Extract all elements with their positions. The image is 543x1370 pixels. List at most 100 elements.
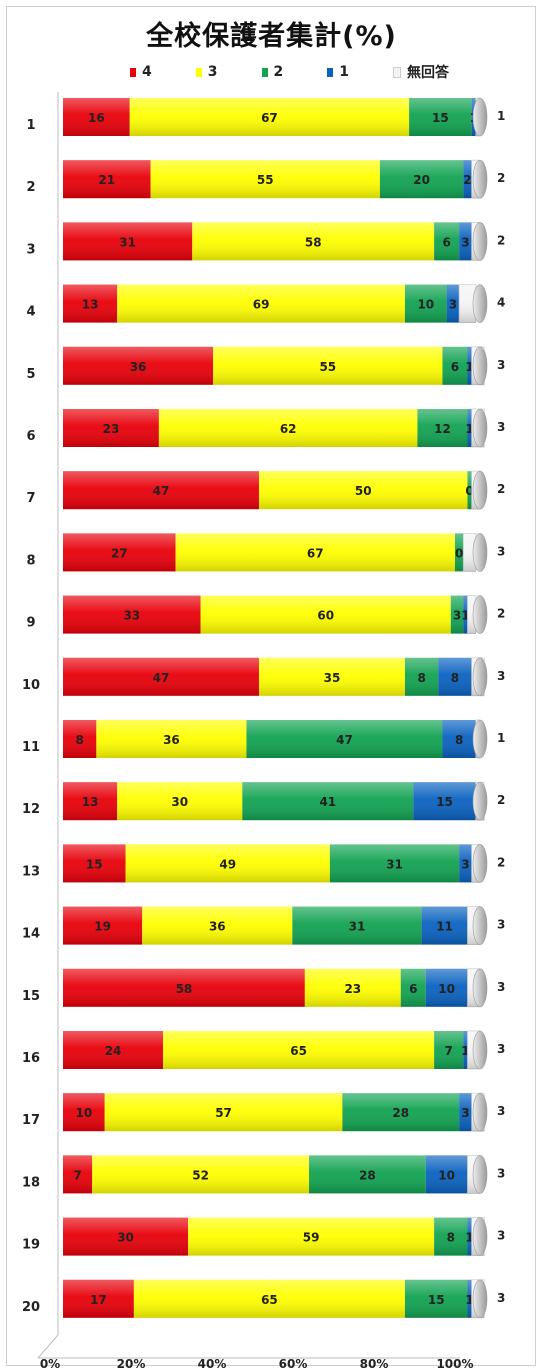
bar-gloss [463,160,472,199]
bar-end-cap [472,657,488,697]
data-label: 65 [290,1044,307,1058]
bar-gloss [459,284,476,323]
bar-gloss [246,720,443,758]
end-label: 4 [497,296,505,310]
bar-end-cap [472,1155,488,1194]
axis-floor-edge [37,1334,59,1359]
bar-gloss [459,222,472,261]
bar-end-cap [472,222,488,261]
category-label: 11 [22,740,40,755]
bar-gloss [63,906,143,945]
data-label: 28 [359,1168,376,1182]
end-label: 3 [497,358,505,372]
bar-gloss [258,471,468,510]
bar-gloss [342,1093,460,1132]
data-label: 30 [117,1231,134,1245]
data-label: 13 [82,795,99,809]
data-label: 0 [465,484,473,498]
data-label: 52 [192,1168,209,1182]
chart-title: 全校保護者集計(%) [146,21,397,52]
bar-gloss [434,222,460,261]
bar-end-cap [472,719,488,759]
data-label: 15 [86,857,103,871]
legend-label: 2 [273,64,284,80]
data-label: 7 [445,1044,453,1058]
data-label: 28 [392,1106,409,1120]
end-label: 2 [497,855,505,869]
category-label: 10 [22,678,40,693]
data-label: 10 [438,982,455,996]
bar-gloss [404,1279,468,1318]
bar-gloss [188,1217,435,1256]
data-label: 6 [451,360,459,374]
x-tick-label: 100% [436,1357,473,1370]
data-label: 8 [417,671,425,685]
data-label: 58 [176,982,193,996]
category-label: 7 [26,491,35,506]
data-label: 8 [447,1231,455,1245]
legend-label: 1 [339,64,349,80]
data-label: 1 [461,1044,469,1058]
bar-end-cap [472,97,488,137]
bar-end-cap [472,1030,488,1070]
bar-gloss [175,533,455,572]
bar-gloss [63,720,97,758]
bar-gloss [463,595,468,634]
data-label: 8 [451,671,459,685]
x-tick-label: 60% [279,1357,308,1370]
bar-gloss [463,533,476,572]
bar-gloss [63,222,193,261]
data-label: 23 [344,982,361,996]
data-label: 23 [103,422,120,436]
bar-gloss [258,657,405,696]
bar-end-cap [472,408,488,448]
bar-gloss [379,160,464,199]
end-label: 3 [497,1229,505,1243]
data-label: 55 [319,360,336,374]
bar-gloss [425,968,468,1007]
bar-end-cap [472,284,488,323]
category-label: 17 [22,1113,40,1128]
category-label: 2 [26,180,35,195]
bar-gloss [200,595,451,634]
data-label: 21 [98,173,115,187]
legend-item: 1 [327,64,349,80]
bar-gloss [163,1031,435,1069]
bar-gloss [309,1155,426,1194]
bar-gloss [467,595,476,634]
data-label: 31 [349,920,366,934]
bar-gloss [96,720,247,758]
bar-gloss [400,968,426,1007]
data-label: 69 [253,298,270,312]
data-label: 1 [461,609,469,623]
data-label: 60 [317,609,334,623]
bar-gloss [117,782,243,821]
data-label: 31 [119,235,136,249]
data-label: 6 [442,235,450,249]
data-label: 3 [461,1106,469,1120]
data-label: 10 [417,298,434,312]
data-label: 2 [463,173,471,187]
x-tick-label: 80% [360,1357,389,1370]
data-label: 47 [153,484,170,498]
bar-gloss [63,533,176,572]
bar-gloss [421,906,468,945]
data-label: 3 [449,298,457,312]
bar-gloss [125,844,330,883]
bar-gloss [104,1093,343,1132]
end-label: 3 [497,1166,505,1180]
bar-end-cap [472,533,488,572]
data-label: 65 [261,1293,278,1307]
data-label: 67 [261,111,278,125]
end-label: 2 [497,607,505,621]
data-label: 1 [465,360,473,374]
data-label: 1 [465,422,473,436]
data-label: 50 [355,484,372,498]
data-label: 55 [257,173,274,187]
bar-gloss [459,844,472,883]
x-tick-label: 40% [198,1357,227,1370]
bar-end-cap [472,346,488,386]
bar-gloss [133,1279,405,1318]
legend-label: 4 [142,64,152,80]
